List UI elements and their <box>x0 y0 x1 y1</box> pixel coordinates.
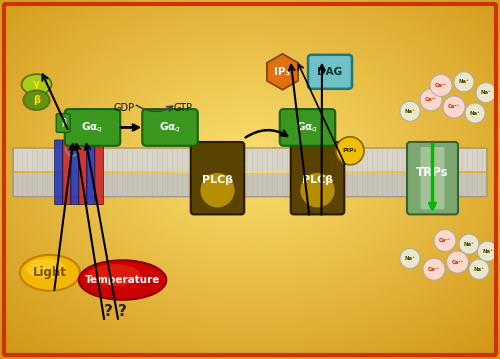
Text: β: β <box>61 118 66 127</box>
Ellipse shape <box>300 173 334 208</box>
Circle shape <box>476 83 496 103</box>
Circle shape <box>465 103 485 123</box>
FancyBboxPatch shape <box>291 142 344 214</box>
Ellipse shape <box>20 255 80 291</box>
Text: Ca²⁺: Ca²⁺ <box>428 267 440 272</box>
Text: Gα$_q$: Gα$_q$ <box>82 120 104 135</box>
FancyBboxPatch shape <box>191 142 244 214</box>
Ellipse shape <box>24 90 50 110</box>
Text: GDP: GDP <box>114 103 134 113</box>
Ellipse shape <box>22 74 52 95</box>
FancyBboxPatch shape <box>14 149 486 171</box>
Text: Gα$_q$: Gα$_q$ <box>296 120 318 135</box>
Text: DAG: DAG <box>318 67 342 77</box>
FancyBboxPatch shape <box>407 142 458 214</box>
Text: PLCβ: PLCβ <box>202 174 233 185</box>
Circle shape <box>430 74 452 97</box>
Text: Ca²⁺: Ca²⁺ <box>452 260 464 265</box>
Text: Ca²⁺: Ca²⁺ <box>439 238 451 243</box>
Text: IP₃: IP₃ <box>274 67 290 77</box>
Text: ?: ? <box>104 304 113 319</box>
FancyBboxPatch shape <box>14 173 486 196</box>
Circle shape <box>400 248 420 269</box>
Circle shape <box>443 96 465 118</box>
Text: Na⁺: Na⁺ <box>482 249 493 254</box>
Text: Gα$_q$: Gα$_q$ <box>159 120 181 135</box>
Circle shape <box>420 89 442 111</box>
FancyBboxPatch shape <box>70 140 80 205</box>
Circle shape <box>434 229 456 252</box>
Text: Light: Light <box>33 266 67 279</box>
Circle shape <box>446 251 468 273</box>
Text: GTP: GTP <box>173 103 192 113</box>
FancyBboxPatch shape <box>56 113 70 132</box>
Text: PIP₂: PIP₂ <box>343 148 357 153</box>
Circle shape <box>454 72 474 92</box>
Ellipse shape <box>200 173 234 208</box>
FancyBboxPatch shape <box>78 140 88 205</box>
FancyBboxPatch shape <box>308 55 352 89</box>
FancyBboxPatch shape <box>280 109 335 146</box>
Circle shape <box>423 258 445 280</box>
Ellipse shape <box>26 259 66 279</box>
FancyBboxPatch shape <box>62 140 72 205</box>
Circle shape <box>469 259 489 279</box>
Text: Ca²⁺: Ca²⁺ <box>448 104 460 109</box>
Text: Na⁺: Na⁺ <box>480 90 492 95</box>
FancyBboxPatch shape <box>94 140 104 205</box>
Ellipse shape <box>88 264 141 286</box>
Circle shape <box>459 234 479 254</box>
Text: TRPs: TRPs <box>416 166 449 180</box>
Text: Na⁺: Na⁺ <box>464 242 474 247</box>
Text: Na⁺: Na⁺ <box>404 256 415 261</box>
FancyBboxPatch shape <box>142 109 198 146</box>
Circle shape <box>336 137 364 165</box>
Circle shape <box>478 241 498 261</box>
Text: Na⁺: Na⁺ <box>404 109 415 114</box>
FancyBboxPatch shape <box>54 140 64 205</box>
FancyBboxPatch shape <box>65 109 120 146</box>
FancyBboxPatch shape <box>86 140 96 205</box>
Text: Ca²⁺: Ca²⁺ <box>435 83 447 88</box>
Text: Ca²⁺: Ca²⁺ <box>425 97 437 102</box>
Text: Na⁺: Na⁺ <box>474 267 484 272</box>
Text: Temperature: Temperature <box>85 275 160 285</box>
Text: β: β <box>33 95 40 105</box>
Text: Na⁺: Na⁺ <box>458 79 469 84</box>
Text: PLCβ: PLCβ <box>302 174 333 185</box>
Text: ?: ? <box>118 304 127 319</box>
Text: γ: γ <box>33 79 40 89</box>
Circle shape <box>400 101 420 121</box>
Ellipse shape <box>79 260 166 300</box>
Text: Na⁺: Na⁺ <box>470 111 480 116</box>
FancyBboxPatch shape <box>420 147 444 209</box>
